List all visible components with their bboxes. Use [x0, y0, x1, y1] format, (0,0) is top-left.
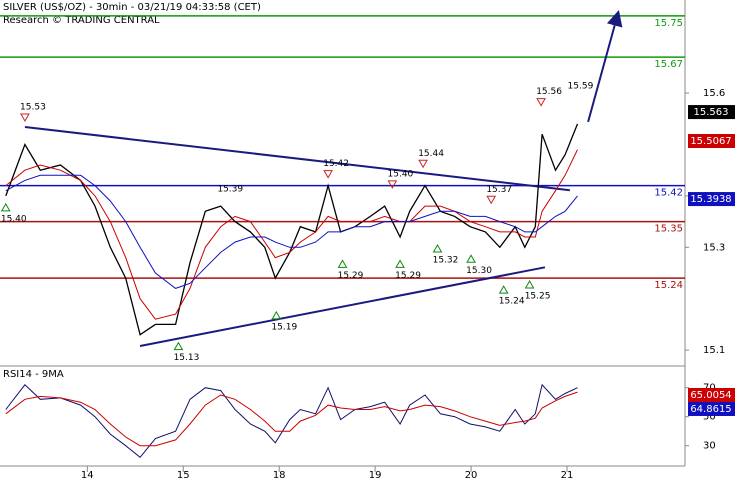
last-value-box: [688, 134, 735, 149]
chart-title: SILVER (US$/OZ) - 30min - 03/21/19 04:33…: [3, 2, 261, 13]
annotation: 15.25: [525, 291, 551, 301]
trend-line: [24, 125, 570, 192]
high-marker: [536, 98, 546, 107]
trend-line: [139, 266, 546, 347]
annotation: 15.30: [466, 266, 492, 276]
low-marker: [0, 202, 11, 212]
high-marker: [418, 159, 428, 169]
annotation: 15.59: [568, 82, 594, 92]
low-marker: [466, 254, 476, 263]
last-value-box: [688, 192, 735, 207]
last-value-label: 65.0054: [690, 390, 731, 401]
y-tick-label: 15.6: [703, 88, 725, 99]
high-marker: [323, 170, 333, 179]
last-value-label: 15.3938: [690, 194, 731, 205]
last-value-label: 15.563: [694, 107, 729, 118]
x-tick-label: 21: [561, 470, 574, 480]
annotation: 15.39: [217, 185, 243, 195]
last-value-label: 15.5067: [690, 136, 731, 147]
annotation: 15.40: [1, 214, 27, 224]
x-tick-label: 20: [465, 470, 478, 480]
annotation: 15.29: [338, 271, 364, 281]
annotation: 15.29: [395, 271, 421, 281]
annotation: 15.32: [433, 255, 459, 265]
low-marker: [498, 285, 509, 294]
annotation: 15.44: [418, 149, 444, 159]
high-marker: [20, 113, 30, 123]
annotation: 15.56: [536, 87, 562, 97]
y-tick-label: 15.3: [703, 242, 725, 253]
last-value-label: 64.8615: [690, 404, 731, 415]
low-marker: [337, 259, 348, 268]
low-marker: [395, 259, 405, 268]
y-tick-label: 30: [703, 441, 716, 452]
level-label: 15.67: [654, 59, 683, 70]
x-tick-label: 19: [369, 470, 382, 480]
high-marker: [486, 195, 497, 205]
level-label: 15.24: [654, 280, 683, 291]
series-line: [5, 391, 578, 447]
annotation: 15.37: [486, 185, 512, 195]
annotation: 15.42: [323, 159, 349, 169]
last-value-box: [688, 387, 735, 402]
last-value-box: [688, 401, 735, 416]
x-tick-label: 15: [177, 470, 190, 480]
low-marker: [432, 243, 443, 253]
trend-arrow: [587, 10, 623, 123]
series-line: [5, 149, 578, 320]
series-line: [5, 174, 578, 289]
y-tick-label: 15.1: [703, 345, 725, 356]
low-marker: [271, 310, 282, 320]
last-value-box: [688, 105, 735, 120]
y-tick-label: 50: [703, 412, 716, 423]
chart-subtitle: Research © TRADING CENTRAL: [3, 15, 160, 26]
level-label: 15.75: [654, 18, 683, 29]
rsi-title: RSI14 - 9MA: [3, 369, 64, 380]
low-marker: [173, 341, 184, 351]
annotation: 15.24: [499, 297, 525, 307]
annotation: 15.13: [174, 353, 200, 363]
level-label: 15.35: [654, 224, 683, 235]
low-marker: [524, 279, 535, 289]
annotation: 15.53: [20, 103, 46, 113]
high-marker: [387, 180, 398, 189]
x-tick-label: 14: [81, 470, 94, 480]
level-label: 15.42: [654, 188, 683, 199]
annotation: 15.40: [388, 169, 414, 179]
annotation: 15.19: [271, 322, 297, 332]
x-tick-label: 18: [273, 470, 286, 480]
